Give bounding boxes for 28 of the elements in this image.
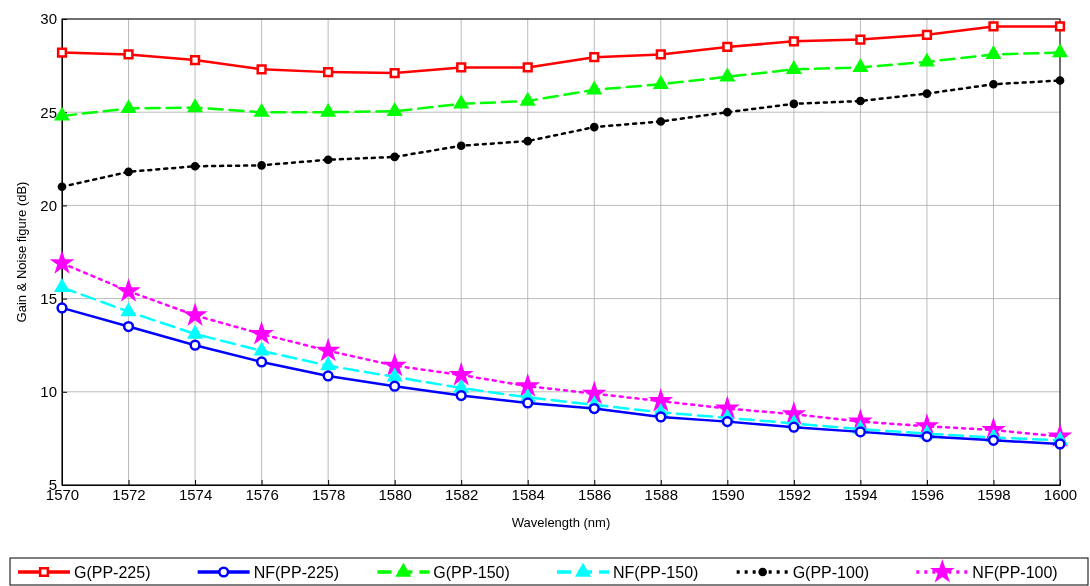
- y-tick-label: 30: [40, 10, 57, 28]
- y-tick-label: 15: [40, 289, 57, 307]
- x-tick-label: 1600: [1043, 485, 1078, 503]
- x-tick-label: 1588: [644, 485, 678, 503]
- x-tick-label: 1572: [112, 485, 146, 503]
- y-tick-label: 10: [40, 383, 57, 401]
- x-tick-label: 1594: [844, 485, 878, 503]
- x-tick-label: 1580: [378, 485, 412, 503]
- x-tick-label: 1586: [578, 485, 612, 503]
- legend-label: G(PP-225): [74, 564, 151, 581]
- y-tick-label: 25: [40, 103, 57, 121]
- y-tick-label: 20: [40, 196, 57, 214]
- x-tick-label: 1592: [777, 485, 812, 503]
- x-tick-label: 1598: [977, 485, 1011, 503]
- x-axis-title: Wavelength (nm): [511, 515, 611, 530]
- x-tick-label: 1596: [910, 485, 945, 503]
- legend-label: NF(PP-225): [253, 564, 340, 581]
- legend-label: G(PP-100): [792, 564, 870, 581]
- y-axis-title: Gain & Noise figure (dB): [14, 181, 29, 323]
- x-tick-label: 1590: [711, 485, 745, 503]
- x-tick-label: 1574: [178, 485, 213, 503]
- x-tick-label: 1584: [511, 485, 545, 503]
- legend-label: NF(PP-150): [613, 564, 699, 581]
- legend-label: G(PP-150): [433, 564, 510, 581]
- x-tick-label: 1576: [245, 485, 279, 503]
- legend-label: NF(PP-100): [972, 564, 1058, 581]
- x-tick-label: 1578: [311, 485, 346, 503]
- x-tick-label: 1582: [445, 485, 479, 503]
